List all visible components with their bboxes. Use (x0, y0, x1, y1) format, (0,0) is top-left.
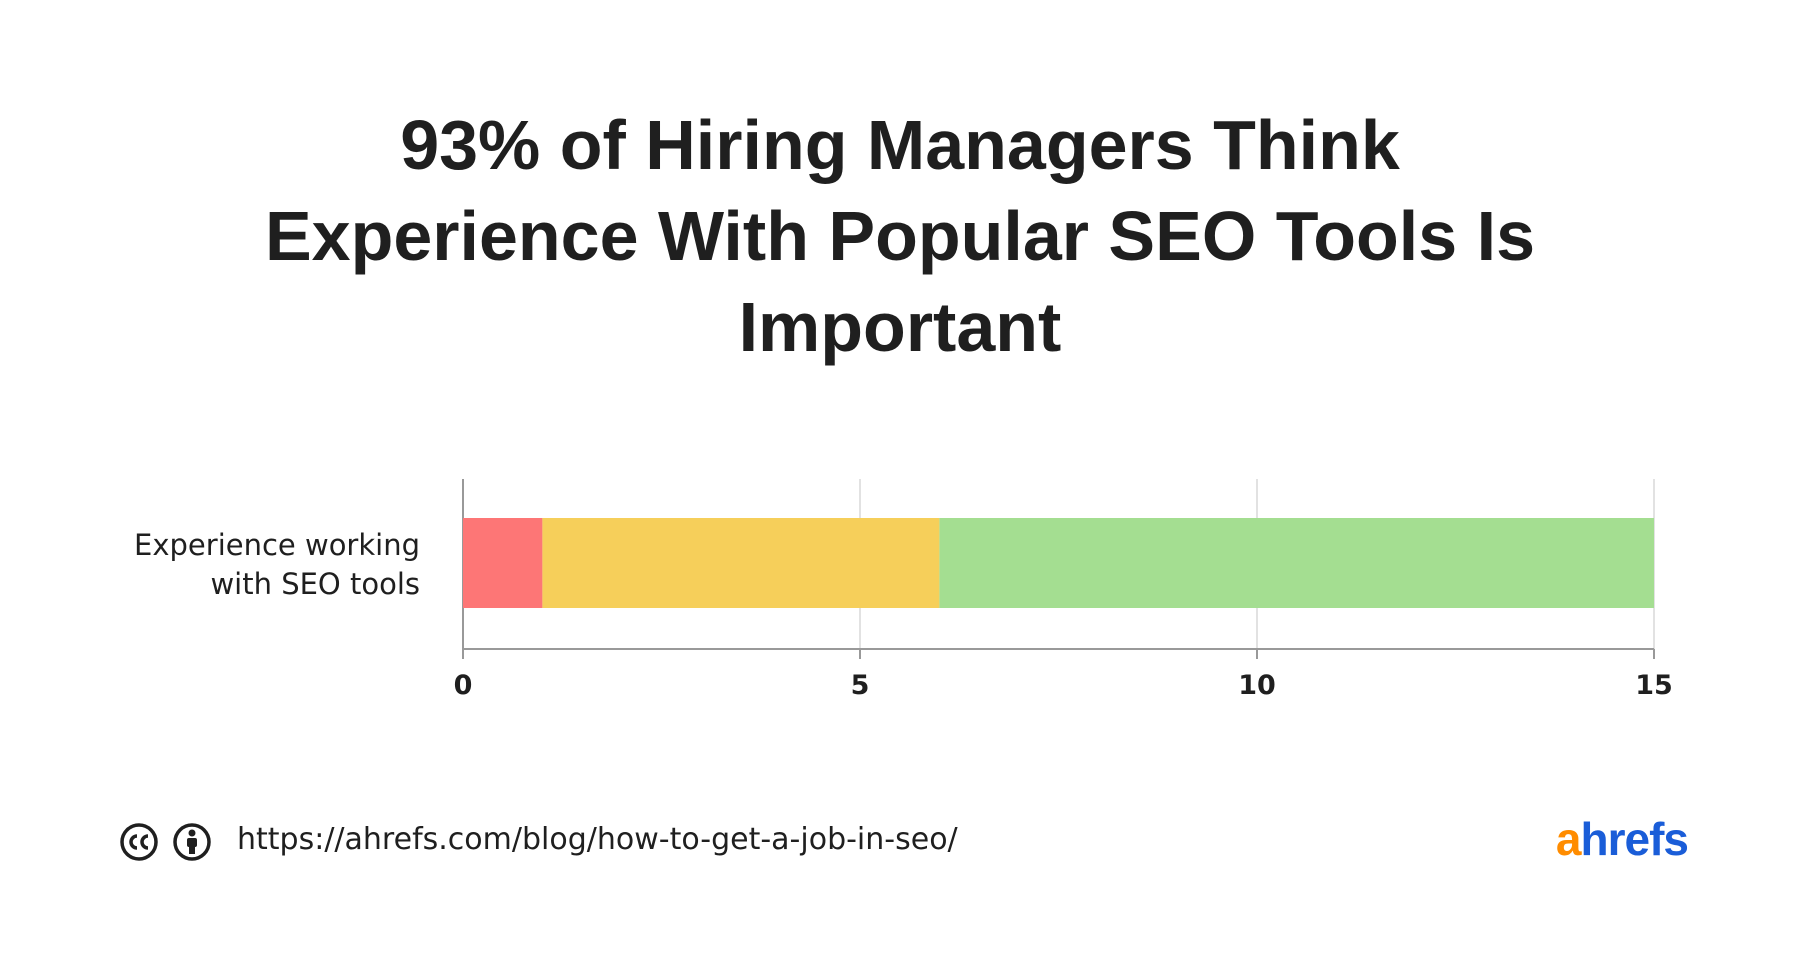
bar-segment (542, 518, 940, 608)
x-tick-label: 5 (851, 670, 870, 701)
bar-segment (939, 518, 1654, 608)
cc-icon (120, 823, 158, 861)
source-url: https://ahrefs.com/blog/how-to-get-a-job… (237, 822, 958, 857)
by-icon (173, 823, 211, 861)
x-tick-label: 10 (1238, 670, 1276, 701)
x-tick-label: 0 (454, 670, 473, 701)
y-tick-label: Experience working with SEO tools (134, 528, 420, 601)
chart-title: 93% of Hiring Managers Think Experience … (264, 106, 1535, 366)
x-tick-label: 15 (1635, 670, 1673, 701)
bar-segment (463, 518, 543, 608)
brand-logo: ahrefs (1555, 813, 1689, 865)
